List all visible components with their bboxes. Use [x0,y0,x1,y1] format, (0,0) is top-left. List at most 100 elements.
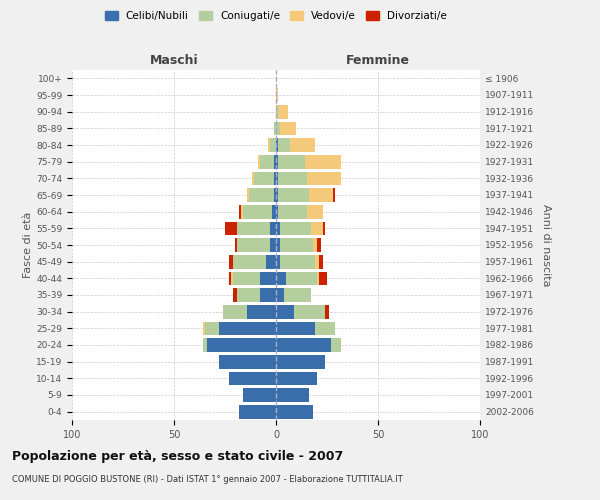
Bar [241,205,244,218]
Bar [206,338,276,352]
Bar [276,355,325,368]
Y-axis label: Anni di nascita: Anni di nascita [541,204,551,286]
Bar [295,305,325,318]
Bar [313,238,317,252]
Bar [247,188,250,202]
Y-axis label: Fasce di età: Fasce di età [23,212,33,278]
Bar [276,105,278,118]
Bar [333,188,335,202]
Bar [239,405,276,418]
Bar [229,272,231,285]
Bar [233,255,266,268]
Bar [276,372,317,385]
Bar [317,272,319,285]
Bar [323,222,325,235]
Bar [319,255,323,268]
Bar [276,322,315,335]
Bar [276,388,308,402]
Bar [307,172,341,185]
Bar [278,172,307,185]
Bar [278,188,308,202]
Bar [276,205,278,218]
Bar [315,255,319,268]
Bar [311,222,323,235]
Bar [203,338,206,352]
Bar [251,172,254,185]
Bar [307,205,323,218]
Bar [235,238,237,252]
Bar [276,222,280,235]
Bar [284,288,311,302]
Text: Femmine: Femmine [346,54,410,66]
Bar [203,322,205,335]
Bar [278,105,288,118]
Bar [229,255,233,268]
Bar [272,205,276,218]
Bar [225,222,237,235]
Bar [250,188,274,202]
Bar [280,122,296,135]
Bar [280,255,315,268]
Bar [270,238,276,252]
Bar [278,205,307,218]
Bar [274,188,276,202]
Bar [305,155,341,168]
Bar [331,338,341,352]
Bar [270,138,276,152]
Bar [276,305,295,318]
Bar [229,372,276,385]
Bar [276,338,331,352]
Bar [274,155,276,168]
Bar [237,288,260,302]
Bar [315,322,335,335]
Legend: Celibi/Nubili, Coniugati/e, Vedovi/e, Divorziati/e: Celibi/Nubili, Coniugati/e, Vedovi/e, Di… [102,8,450,24]
Bar [260,272,276,285]
Bar [276,405,313,418]
Bar [266,255,276,268]
Bar [276,88,278,102]
Bar [239,205,241,218]
Bar [280,222,311,235]
Bar [274,172,276,185]
Bar [237,238,270,252]
Bar [276,122,280,135]
Bar [278,138,290,152]
Bar [276,155,278,168]
Bar [290,138,315,152]
Bar [233,288,237,302]
Bar [274,122,276,135]
Bar [276,272,286,285]
Bar [278,155,305,168]
Bar [223,305,247,318]
Bar [260,155,274,168]
Bar [244,205,272,218]
Bar [319,272,327,285]
Bar [308,188,333,202]
Text: Popolazione per età, sesso e stato civile - 2007: Popolazione per età, sesso e stato civil… [12,450,343,463]
Bar [276,138,278,152]
Bar [286,272,317,285]
Bar [276,172,278,185]
Bar [254,172,274,185]
Bar [276,288,284,302]
Bar [276,255,280,268]
Bar [205,322,219,335]
Text: Maschi: Maschi [149,54,199,66]
Bar [219,355,276,368]
Bar [325,305,329,318]
Bar [260,288,276,302]
Bar [237,222,270,235]
Bar [276,238,280,252]
Text: COMUNE DI POGGIO BUSTONE (RI) - Dati ISTAT 1° gennaio 2007 - Elaborazione TUTTIT: COMUNE DI POGGIO BUSTONE (RI) - Dati IST… [12,475,403,484]
Bar [233,272,260,285]
Bar [257,155,260,168]
Bar [244,388,276,402]
Bar [219,322,276,335]
Bar [276,188,278,202]
Bar [268,138,270,152]
Bar [231,272,233,285]
Bar [247,305,276,318]
Bar [280,238,313,252]
Bar [317,238,321,252]
Bar [270,222,276,235]
